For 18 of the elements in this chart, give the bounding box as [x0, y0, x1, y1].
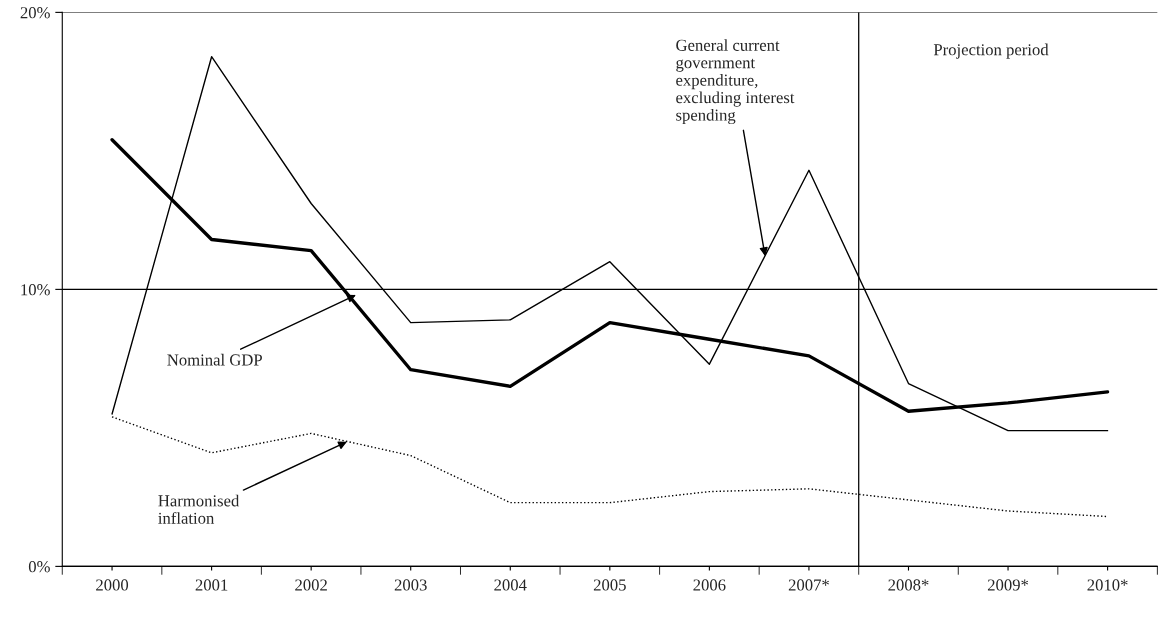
ref-line-label: Projection period	[933, 43, 1049, 59]
x-tick-label: 2007*	[788, 579, 829, 591]
x-tick-label: 2006	[693, 579, 726, 591]
x-tick-label: 2005	[593, 579, 626, 591]
y-tick-label: 10%	[21, 284, 50, 296]
annotation: General current government expenditure, excluding interest spending	[676, 39, 795, 125]
annotation: Nominal GDP	[167, 353, 262, 366]
annotation: Harmonised inflation	[158, 494, 240, 524]
x-tick-label: 2001	[195, 579, 228, 591]
x-tick-label: 2008*	[888, 579, 929, 591]
x-tick-label: 2003	[394, 579, 427, 591]
x-tick-label: 2009*	[987, 579, 1029, 591]
x-tick-label: 2002	[295, 579, 327, 591]
y-tick-label: 0%	[28, 561, 50, 573]
x-tick-label: 2000	[96, 579, 129, 591]
x-tick-label: 2010*	[1087, 579, 1128, 591]
y-tick-label: 20%	[20, 7, 50, 19]
x-tick-label: 2004	[494, 579, 527, 591]
